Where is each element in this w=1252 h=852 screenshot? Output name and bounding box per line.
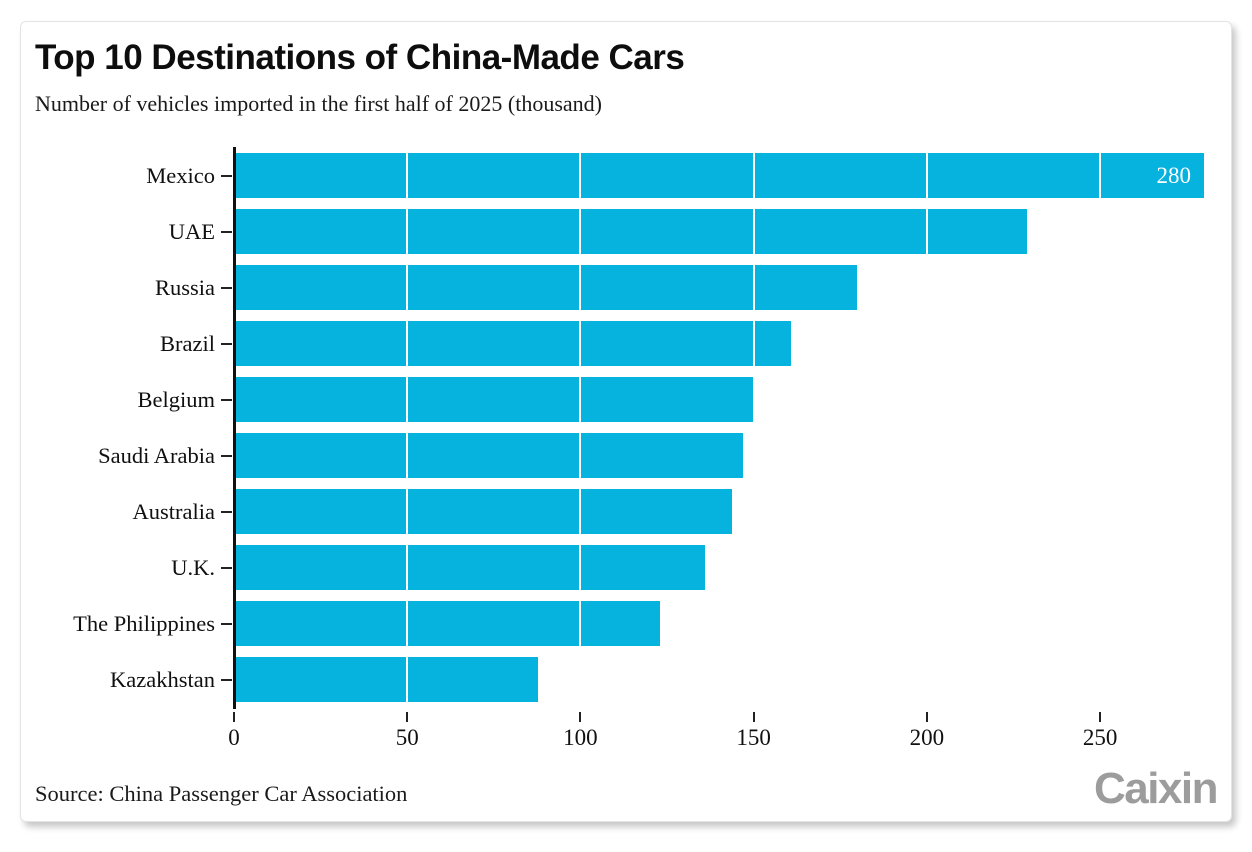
bar (233, 209, 1028, 255)
bar-row: Kazakhstan (34, 652, 1218, 708)
bar-track (233, 652, 1204, 708)
x-tick-mark (579, 711, 582, 722)
bar-track: 280 (233, 148, 1204, 204)
bar-row: Belgium (34, 372, 1218, 428)
x-tick-label: 150 (736, 724, 771, 750)
bar (233, 489, 733, 535)
x-tick-mark (925, 711, 928, 722)
bar-row: U.K. (34, 540, 1218, 596)
x-tick-mark (233, 711, 235, 722)
bar (233, 377, 754, 423)
category-tick-mark (221, 622, 232, 625)
category-label: Brazil (160, 330, 215, 356)
bar-track (233, 204, 1204, 260)
bar-track (233, 540, 1204, 596)
y-axis-line (233, 146, 236, 709)
x-tick-label: 250 (1082, 724, 1118, 750)
chart-card: Top 10 Destinations of China-Made Cars N… (20, 21, 1232, 822)
category-label: U.K. (171, 554, 215, 580)
bar (233, 433, 743, 479)
bar-track (233, 484, 1204, 540)
bar-track (233, 260, 1204, 316)
chart-title: Top 10 Destinations of China-Made Cars (35, 38, 685, 77)
category-label: Belgium (137, 386, 216, 412)
category-label: The Philippines (73, 610, 215, 636)
bar (233, 545, 705, 591)
category-tick-mark (221, 174, 232, 177)
bar (233, 321, 792, 367)
bar-track (233, 428, 1204, 484)
category-label: Saudi Arabia (98, 442, 215, 468)
chart-subtitle: Number of vehicles imported in the first… (35, 91, 602, 117)
bar-track (233, 372, 1204, 428)
bar (233, 657, 539, 703)
caixin-logo: Caixin (1093, 763, 1219, 813)
x-tick-label: 50 (395, 724, 419, 750)
category-tick-mark (221, 566, 232, 569)
bar: 280 (233, 153, 1204, 199)
category-label: Australia (132, 498, 215, 524)
footer: Source: China Passenger Car Association … (34, 763, 1219, 813)
category-tick-mark (221, 454, 232, 457)
bar (233, 601, 660, 647)
category-tick-mark (221, 230, 232, 233)
source-note: Source: China Passenger Car Association (35, 781, 408, 807)
x-tick-mark (406, 711, 409, 722)
bar-value-label: 280 (1156, 162, 1192, 188)
bar-track (233, 596, 1204, 652)
category-tick-mark (221, 342, 232, 345)
x-tick-label: 0 (228, 724, 240, 750)
category-tick-mark (221, 398, 232, 401)
bar-row: Brazil (34, 316, 1218, 372)
category-label: Mexico (146, 162, 215, 188)
x-tick-label: 200 (909, 724, 945, 750)
category-tick-mark (221, 678, 232, 681)
category-label: Russia (154, 274, 215, 300)
bar-row: Australia (34, 484, 1218, 540)
bar-row: UAE (34, 204, 1218, 260)
x-tick-mark (752, 711, 755, 722)
bar-rows: Mexico 280 UAE Russia Brazil Belgium (34, 148, 1218, 708)
bar-row: The Philippines (34, 596, 1218, 652)
category-tick-mark (221, 286, 232, 289)
bar (233, 265, 858, 311)
plot-area: Mexico 280 UAE Russia Brazil Belgium (34, 146, 1218, 709)
category-tick-mark (221, 510, 232, 513)
bar-track (233, 316, 1204, 372)
category-label: UAE (168, 218, 215, 244)
x-tick-label: 100 (563, 724, 598, 750)
x-tick-mark (1099, 711, 1102, 722)
bar-row: Saudi Arabia (34, 428, 1218, 484)
bar-row: Mexico 280 (34, 148, 1218, 204)
bar-row: Russia (34, 260, 1218, 316)
category-label: Kazakhstan (110, 666, 215, 692)
x-axis: 0 50 100 150 200 250 (228, 708, 1204, 760)
